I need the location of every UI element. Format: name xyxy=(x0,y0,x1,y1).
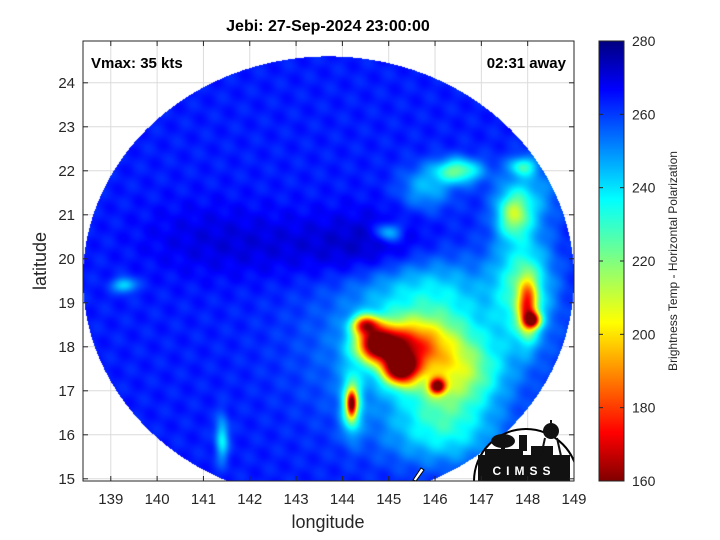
colorbar-label: Brightness Temp - Horizontal Polarizatio… xyxy=(666,151,680,371)
x-tick-label: 149 xyxy=(561,491,586,508)
colorbar xyxy=(598,40,625,482)
logo-text: CIMSS xyxy=(492,464,555,478)
x-tick-label: 145 xyxy=(376,491,401,508)
time-offset-label: 02:31 away xyxy=(487,55,567,72)
vmax-label: Vmax: 35 kts xyxy=(91,55,183,72)
x-tick-label: 142 xyxy=(237,491,262,508)
colorbar-tick-label: 260 xyxy=(632,106,656,122)
colorbar-tick-label: 220 xyxy=(632,253,656,269)
y-tick-label: 15 xyxy=(58,471,75,488)
brightness-temperature-swath xyxy=(83,41,574,481)
y-tick-label: 21 xyxy=(58,207,75,224)
x-tick-label: 144 xyxy=(330,491,355,508)
x-tick-label: 143 xyxy=(284,491,309,508)
cimss-logo: CIMSS xyxy=(473,420,574,481)
x-tick-label: 141 xyxy=(191,491,216,508)
x-tick-label: 147 xyxy=(469,491,494,508)
chart-title: Jebi: 27-Sep-2024 23:00:00 xyxy=(226,18,430,35)
colorbar-tick-label: 180 xyxy=(632,400,656,416)
colorbar-ticks: 160 180 200 220 240 260 280 xyxy=(599,33,656,489)
y-tick-label: 18 xyxy=(58,339,75,356)
y-tick-label: 24 xyxy=(58,75,75,92)
x-tick-label: 146 xyxy=(423,491,448,508)
x-tick-label: 139 xyxy=(98,491,123,508)
y-tick-label: 16 xyxy=(58,427,75,444)
axes-frame xyxy=(82,40,575,482)
colorbar-tick-label: 240 xyxy=(632,180,656,196)
colorbar-tick-label: 280 xyxy=(632,33,656,49)
colorbar-tick-label: 200 xyxy=(632,326,656,342)
axis-ticks: 139 140 141 142 143 144 145 146 147 148 149 15 16 17 1… xyxy=(58,41,587,508)
x-tick-label: 148 xyxy=(515,491,540,508)
y-tick-label: 20 xyxy=(58,251,75,268)
y-tick-label: 19 xyxy=(58,295,75,312)
colorbar-tick-label: 160 xyxy=(632,473,656,489)
y-tick-label: 17 xyxy=(58,383,75,400)
y-axis-label: latitude xyxy=(30,232,50,290)
y-tick-label: 22 xyxy=(58,163,75,180)
y-tick-label: 23 xyxy=(58,119,75,136)
x-axis-label: longitude xyxy=(291,512,364,532)
x-tick-label: 140 xyxy=(145,491,170,508)
